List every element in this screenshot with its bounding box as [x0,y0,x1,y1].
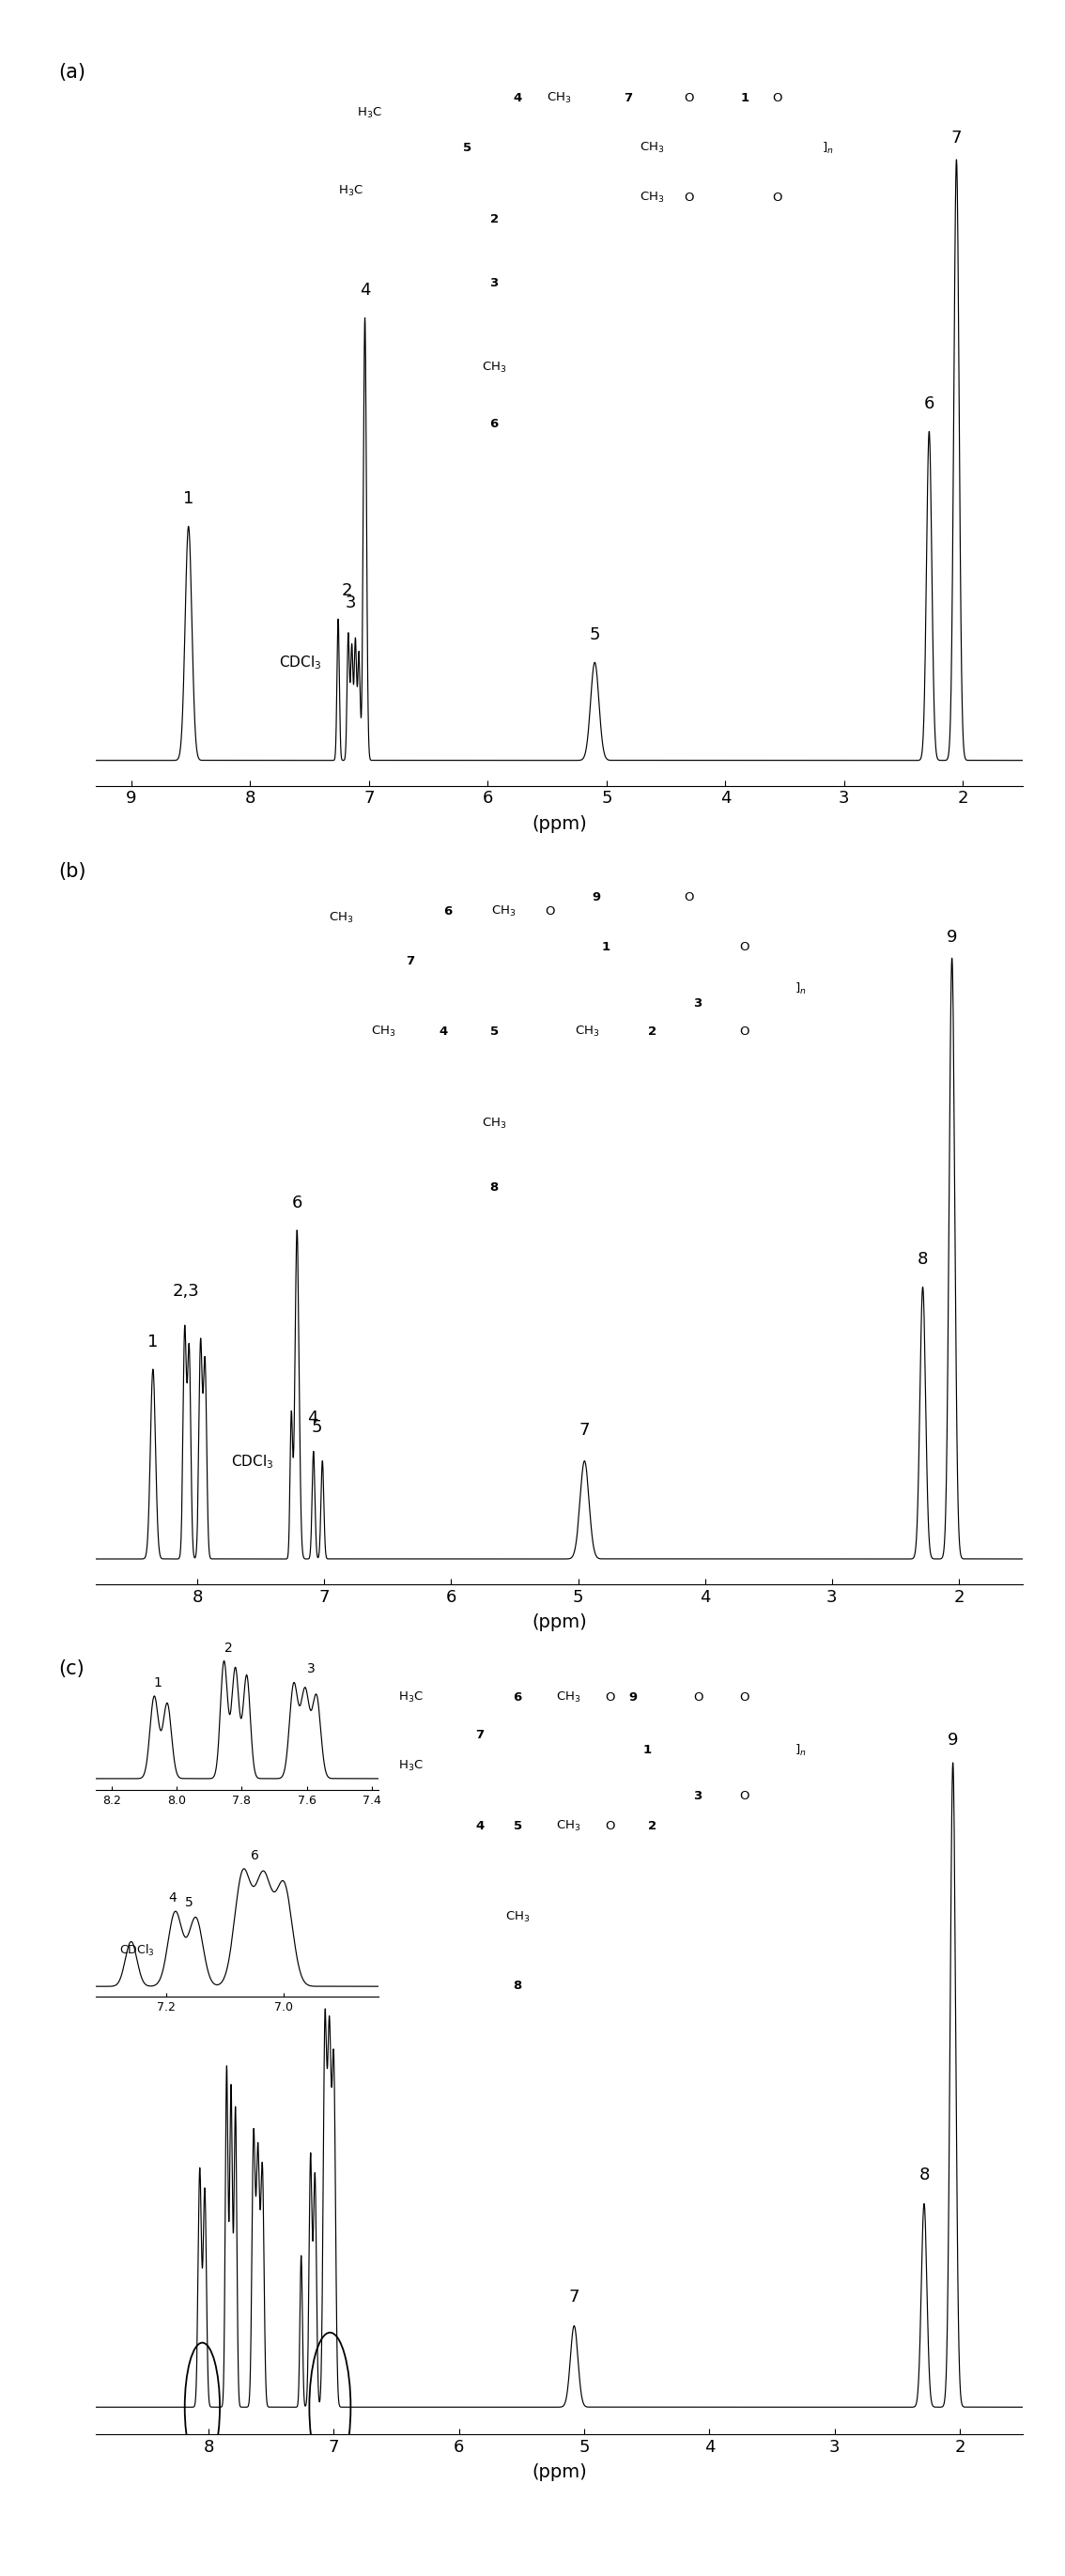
Text: 3: 3 [345,595,356,611]
Text: 9: 9 [948,1731,958,1749]
Text: 7: 7 [579,1422,590,1440]
Text: O: O [684,191,693,204]
Text: $\bf{2}$: $\bf{2}$ [490,214,499,224]
Text: CH$_3$: CH$_3$ [546,90,572,106]
Text: CH$_3$: CH$_3$ [556,1819,580,1834]
Text: $\bf{5}$: $\bf{5}$ [490,1025,499,1038]
Text: O: O [605,1821,615,1832]
Text: CH$_3$: CH$_3$ [491,904,515,920]
Text: O: O [772,93,782,106]
Text: $\bf{1}$: $\bf{1}$ [601,940,610,953]
Text: 9: 9 [947,927,957,945]
Text: 3: 3 [307,1662,315,1674]
Text: ]$_n$: ]$_n$ [794,1744,806,1757]
Text: 2: 2 [342,582,353,600]
Text: $\bf{6}$: $\bf{6}$ [489,417,499,430]
Text: $\bf{6}$: $\bf{6}$ [443,904,453,917]
Text: O: O [772,191,782,204]
Text: $\bf{7}$: $\bf{7}$ [624,93,634,106]
Text: $\bf{5}$: $\bf{5}$ [461,142,472,155]
Text: 5: 5 [589,626,601,644]
Text: CH$_3$: CH$_3$ [329,912,354,925]
Text: 1: 1 [183,489,194,507]
Text: $\bf{6}$: $\bf{6}$ [512,1690,523,1703]
Text: $\bf{3}$: $\bf{3}$ [693,1790,703,1803]
Text: CH$_3$: CH$_3$ [556,1690,580,1705]
Text: 6: 6 [923,397,934,412]
Text: H$_3$C: H$_3$C [398,1690,424,1705]
Text: $\bf{9}$: $\bf{9}$ [628,1690,638,1703]
Text: O: O [605,1690,615,1703]
Text: 7: 7 [951,129,962,147]
Text: 5: 5 [184,1896,193,1909]
Text: CH$_3$: CH$_3$ [639,191,665,206]
Text: $\bf{3}$: $\bf{3}$ [693,997,703,1010]
Text: 6: 6 [292,1195,302,1211]
Text: CH$_3$: CH$_3$ [481,361,507,376]
Text: 4: 4 [360,281,371,299]
Text: CH$_3$: CH$_3$ [481,1115,507,1131]
Text: ]$_n$: ]$_n$ [822,142,834,155]
Text: 1: 1 [148,1334,159,1350]
Text: CH$_3$: CH$_3$ [505,1911,530,1924]
Text: $\bf{7}$: $\bf{7}$ [476,1728,486,1741]
Text: H$_3$C: H$_3$C [338,183,363,198]
Text: O: O [684,891,693,904]
Text: CDCl$_3$: CDCl$_3$ [119,1942,154,1958]
Text: O: O [739,1790,750,1803]
Text: 5: 5 [312,1419,323,1435]
Text: 4: 4 [168,1891,177,1904]
Text: $\bf{5}$: $\bf{5}$ [512,1821,522,1832]
Text: $\bf{4}$: $\bf{4}$ [512,93,523,106]
Text: $\bf{9}$: $\bf{9}$ [591,891,601,904]
Text: H$_3$C: H$_3$C [357,106,382,121]
Text: $\bf{1}$: $\bf{1}$ [642,1744,652,1757]
X-axis label: (ppm): (ppm) [531,814,587,832]
Text: $\bf{3}$: $\bf{3}$ [490,276,499,289]
X-axis label: (ppm): (ppm) [531,2463,587,2481]
Text: $\bf{4}$: $\bf{4}$ [439,1025,448,1038]
Text: 6: 6 [250,1850,259,1862]
Text: (a): (a) [59,64,86,82]
Text: 4: 4 [308,1409,318,1427]
Text: $\bf{8}$: $\bf{8}$ [490,1182,499,1193]
Text: H$_3$C: H$_3$C [398,1759,424,1772]
Text: 8: 8 [919,2166,930,2184]
Text: (c): (c) [59,1659,85,1677]
Text: CDCl$_3$: CDCl$_3$ [231,1453,274,1471]
Text: $\bf{1}$: $\bf{1}$ [739,93,750,106]
Text: CH$_3$: CH$_3$ [371,1025,395,1038]
Text: $\bf{8}$: $\bf{8}$ [512,1981,522,1991]
X-axis label: (ppm): (ppm) [531,1613,587,1631]
Text: $\bf{2}$: $\bf{2}$ [648,1821,656,1832]
Text: (b): (b) [59,860,86,881]
Text: $\bf{7}$: $\bf{7}$ [406,956,415,966]
Text: 2: 2 [225,1641,233,1654]
Text: O: O [545,904,555,917]
Text: O: O [739,1690,750,1703]
Text: O: O [739,940,750,953]
Text: $\bf{4}$: $\bf{4}$ [475,1821,486,1832]
Text: CH$_3$: CH$_3$ [639,142,665,155]
Text: O: O [739,1025,750,1038]
Text: CH$_3$: CH$_3$ [574,1025,600,1038]
Text: O: O [693,1690,703,1703]
Text: CDCl$_3$: CDCl$_3$ [279,654,322,672]
Text: ]$_n$: ]$_n$ [794,981,806,997]
Text: 7: 7 [569,2287,579,2306]
Text: 1: 1 [153,1677,162,1690]
Text: $\bf{2}$: $\bf{2}$ [648,1025,656,1038]
Text: 2,3: 2,3 [173,1283,199,1301]
Text: 8: 8 [917,1252,928,1267]
Text: O: O [684,93,693,106]
